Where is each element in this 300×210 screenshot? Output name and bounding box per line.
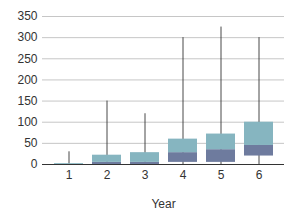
- svg-text:Year: Year: [151, 197, 175, 210]
- svg-text:200: 200: [17, 73, 37, 87]
- svg-text:50: 50: [24, 136, 38, 150]
- svg-text:150: 150: [17, 94, 37, 108]
- svg-text:1: 1: [66, 168, 73, 182]
- svg-text:2: 2: [104, 168, 111, 182]
- svg-text:250: 250: [17, 52, 37, 66]
- svg-text:0: 0: [31, 157, 38, 171]
- svg-text:6: 6: [256, 168, 263, 182]
- svg-text:300: 300: [17, 30, 37, 44]
- svg-text:5: 5: [218, 168, 225, 182]
- svg-text:100: 100: [17, 115, 37, 129]
- svg-text:3: 3: [142, 168, 149, 182]
- svg-text:350: 350: [17, 9, 37, 23]
- svg-text:4: 4: [180, 168, 187, 182]
